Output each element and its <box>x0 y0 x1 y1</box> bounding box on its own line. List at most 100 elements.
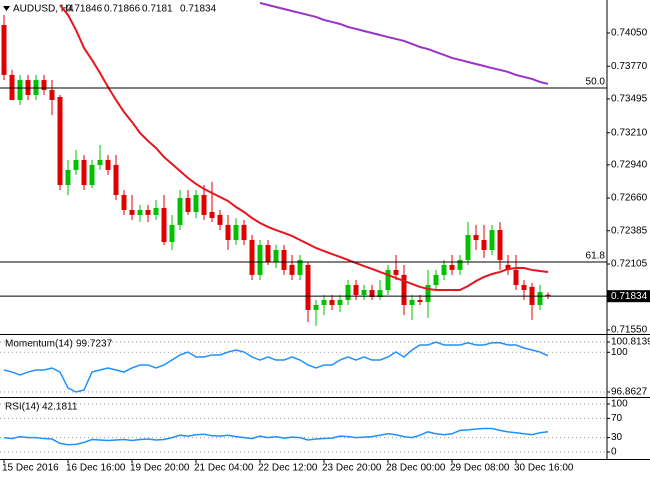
level-label: 61.8 <box>586 251 606 262</box>
y-tick-label: 100 <box>611 399 628 410</box>
candle-body <box>41 80 47 91</box>
y-tick-label: 100.8139 <box>611 337 650 348</box>
x-tick-label: 28 Dec 00:00 <box>386 463 446 474</box>
rsi-last: 42.1811 <box>42 402 78 413</box>
candle-body <box>209 211 215 219</box>
candle-body <box>321 299 327 305</box>
candle-body <box>185 197 191 212</box>
rsi-title: RSI(14) <box>5 402 39 413</box>
indicator-line <box>3 341 549 393</box>
candle-body <box>417 299 423 303</box>
candle-body <box>193 194 199 212</box>
last-low: 0.7181 <box>142 4 173 15</box>
candle-body <box>337 299 343 305</box>
candle-body <box>313 304 319 310</box>
candle-body <box>385 269 391 291</box>
candle-body <box>1 25 7 75</box>
candle-body <box>73 159 79 170</box>
y-tick-label: 0.73495 <box>611 94 648 105</box>
candle-body <box>537 292 543 305</box>
candle-body <box>201 194 207 215</box>
plot-area <box>1 2 551 326</box>
indicator-line <box>3 427 549 446</box>
momentum-last: 99.7237 <box>76 339 113 350</box>
price-label: 0.71834 <box>611 291 648 302</box>
x-tick-label: 30 Dec 16:00 <box>514 463 574 474</box>
header-icon <box>3 6 10 11</box>
candle-body <box>401 274 407 305</box>
last-high: 0.71866 <box>104 4 141 15</box>
y-tick-label: 0.72385 <box>611 225 648 236</box>
x-tick-label: 21 Dec 04:00 <box>194 463 254 474</box>
candle-body <box>281 249 287 270</box>
y-tick-label: 0.73770 <box>611 61 648 72</box>
candle-body <box>49 90 55 100</box>
candle-body <box>305 264 311 310</box>
candle-body <box>145 209 151 215</box>
y-tick-label: 100 <box>611 347 628 358</box>
momentum-title: Momentum(14) <box>5 339 73 350</box>
candle-body <box>521 285 527 291</box>
candle-body <box>169 224 175 243</box>
y-tick-label: 96.8627 <box>611 387 648 398</box>
candle-body <box>17 80 23 100</box>
candle-body <box>241 224 247 241</box>
candle-body <box>297 259 303 275</box>
y-tick-label: 0.74050 <box>611 28 648 39</box>
candle-body <box>217 214 223 225</box>
candle-body <box>465 235 471 260</box>
x-tick-label: 29 Dec 08:00 <box>450 463 510 474</box>
candle-body <box>65 169 71 186</box>
y-tick-label: 70 <box>611 413 623 424</box>
candle-body <box>81 159 87 186</box>
plot-area <box>3 341 549 393</box>
last-close: 0.71834 <box>180 4 217 15</box>
candle-body <box>489 230 495 250</box>
x-tick-label: 15 Dec 2016 <box>2 463 59 474</box>
candle-body <box>257 244 263 275</box>
moving-average <box>59 4 549 292</box>
candle-body <box>89 164 95 186</box>
candle-body <box>433 274 439 286</box>
candle-body <box>545 294 551 297</box>
candle-body <box>473 235 479 241</box>
x-tick-label: 16 Dec 16:00 <box>66 463 126 474</box>
moving-average <box>259 2 549 85</box>
candle-body <box>409 299 415 305</box>
candle-body <box>265 244 271 262</box>
candle-body <box>289 264 295 275</box>
candle-body <box>9 74 15 100</box>
x-tick-label: 22 Dec 12:00 <box>258 463 318 474</box>
candle-body <box>425 285 431 303</box>
y-tick-label: 0.72105 <box>611 259 648 270</box>
last-open: 0.71846 <box>66 4 103 15</box>
candle-body <box>105 159 111 170</box>
candle-body <box>129 209 135 215</box>
candle-body <box>121 194 127 210</box>
x-tick-label: 23 Dec 20:00 <box>322 463 382 474</box>
candle-body <box>249 240 255 275</box>
candle-body <box>161 207 167 243</box>
candle-body <box>369 290 375 298</box>
candle-body <box>233 224 239 241</box>
y-tick-label: 0.72660 <box>611 193 648 204</box>
candle-body <box>57 97 63 186</box>
candle-body <box>137 209 143 215</box>
candle-body <box>345 285 351 300</box>
y-tick-label: 30 <box>611 432 623 443</box>
x-tick-label: 19 Dec 20:00 <box>130 463 190 474</box>
y-tick-label: 0 <box>611 447 617 458</box>
candle-body <box>441 264 447 275</box>
candle-body <box>225 224 231 241</box>
plot-area <box>3 427 549 446</box>
y-tick-label: 0.71550 <box>611 325 648 336</box>
candle-body <box>393 269 399 275</box>
candle-body <box>153 207 159 215</box>
candle-body <box>481 240 487 250</box>
symbol-title: AUDUSD, H4 <box>13 4 74 15</box>
candle-body <box>513 269 519 286</box>
y-tick-label: 0.73210 <box>611 127 648 138</box>
candle-body <box>361 290 367 295</box>
